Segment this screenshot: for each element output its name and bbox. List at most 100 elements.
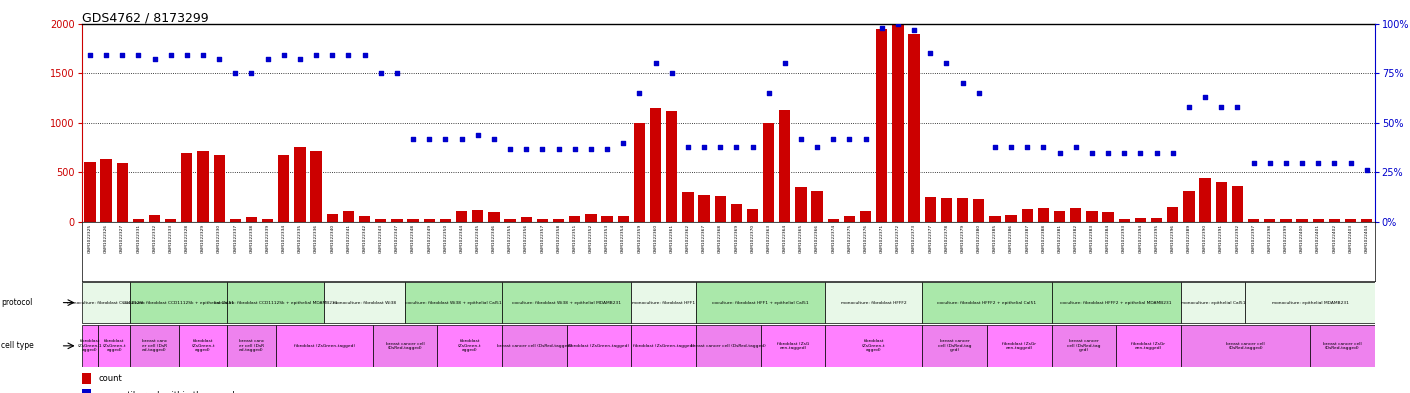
Bar — [1248, 219, 1259, 222]
Text: GSM1022389: GSM1022389 — [1187, 224, 1191, 253]
Bar — [650, 108, 661, 222]
Bar — [327, 214, 338, 222]
Text: coculture: fibroblast Wi38 + epithelial MDAMB231: coculture: fibroblast Wi38 + epithelial … — [512, 301, 622, 305]
Bar — [375, 219, 386, 222]
Text: GSM1022402: GSM1022402 — [1332, 224, 1337, 253]
Bar — [437, 325, 502, 367]
Point — [1307, 160, 1330, 166]
Text: coculture: fibroblast CCD1112Sk + epithelial Cal51: coculture: fibroblast CCD1112Sk + epithe… — [123, 301, 234, 305]
Text: GSM1022395: GSM1022395 — [1155, 224, 1159, 253]
Text: breast cancer cell
(DsRed-tagged): breast cancer cell (DsRed-tagged) — [1227, 342, 1265, 350]
Text: GSM1022342: GSM1022342 — [362, 224, 367, 253]
Bar — [405, 282, 502, 323]
Bar — [133, 219, 144, 222]
Point — [1129, 149, 1152, 156]
Text: fibroblast
(ZsGreen-t
agged): fibroblast (ZsGreen-t agged) — [103, 339, 125, 353]
Point — [369, 70, 392, 76]
Bar — [632, 325, 697, 367]
Text: cell type: cell type — [1, 342, 34, 350]
Text: GSM1022354: GSM1022354 — [622, 224, 625, 253]
Point — [1000, 143, 1022, 150]
Bar — [85, 162, 96, 222]
Point — [532, 145, 554, 152]
Text: breast canc
er cell (DsR
ed-tagged): breast canc er cell (DsR ed-tagged) — [142, 339, 168, 353]
Text: protocol: protocol — [1, 298, 32, 307]
Bar — [553, 219, 564, 222]
Text: GSM1022394: GSM1022394 — [1138, 224, 1142, 253]
Text: GSM1022396: GSM1022396 — [1170, 224, 1175, 253]
Bar — [245, 217, 257, 222]
Text: GSM1022329: GSM1022329 — [202, 224, 204, 253]
Text: GSM1022330: GSM1022330 — [217, 224, 221, 253]
Point — [240, 70, 262, 76]
Point — [1242, 160, 1265, 166]
Point — [1355, 167, 1378, 174]
Bar — [423, 219, 434, 222]
Point — [1194, 94, 1217, 100]
Text: coculture: fibroblast HFFF2 + epithelial MDAMB231: coculture: fibroblast HFFF2 + epithelial… — [1060, 301, 1172, 305]
Text: GSM1022328: GSM1022328 — [185, 224, 189, 253]
Bar — [1135, 218, 1146, 222]
Text: fibroblast (ZsGr
een-tagged): fibroblast (ZsGr een-tagged) — [1003, 342, 1036, 350]
Bar — [585, 214, 596, 222]
Text: GSM1022381: GSM1022381 — [1058, 224, 1062, 253]
Point — [774, 60, 797, 66]
Bar — [828, 219, 839, 222]
Bar — [697, 282, 825, 323]
Text: GSM1022393: GSM1022393 — [1122, 224, 1127, 253]
Text: monoculture: fibroblast HFFF2: monoculture: fibroblast HFFF2 — [840, 301, 907, 305]
Text: GSM1022382: GSM1022382 — [1074, 224, 1077, 253]
Text: GSM1022400: GSM1022400 — [1300, 224, 1304, 253]
Point — [144, 56, 166, 62]
Point — [887, 20, 909, 27]
Text: GSM1022331: GSM1022331 — [137, 224, 141, 253]
Point — [289, 56, 312, 62]
Bar — [1118, 219, 1129, 222]
Point — [838, 136, 860, 142]
Text: GSM1022349: GSM1022349 — [427, 224, 431, 253]
Bar — [100, 158, 111, 222]
Bar — [860, 211, 871, 222]
Point — [434, 136, 457, 142]
Bar — [876, 29, 887, 222]
Point — [1017, 143, 1039, 150]
Bar — [230, 219, 241, 222]
Bar — [165, 219, 176, 222]
Text: GSM1022363: GSM1022363 — [767, 224, 771, 253]
Bar — [957, 198, 969, 222]
Text: breast cancer
cell (DsRed-tag
ged): breast cancer cell (DsRed-tag ged) — [1067, 339, 1101, 353]
Text: fibroblast (ZsGreen-tagged): fibroblast (ZsGreen-tagged) — [633, 344, 694, 348]
Text: breast cancer
cell (DsRed-tag
ged): breast cancer cell (DsRed-tag ged) — [938, 339, 971, 353]
Bar — [632, 282, 697, 323]
Text: coculture: fibroblast Wi38 + epithelial Cal51: coculture: fibroblast Wi38 + epithelial … — [405, 301, 502, 305]
Point — [580, 145, 602, 152]
Text: GSM1022375: GSM1022375 — [847, 224, 852, 253]
Text: GSM1022358: GSM1022358 — [557, 224, 561, 253]
Point — [564, 145, 587, 152]
Bar — [360, 216, 371, 222]
Point — [1258, 160, 1280, 166]
Text: GSM1022390: GSM1022390 — [1203, 224, 1207, 253]
Bar — [276, 325, 372, 367]
Point — [967, 90, 990, 96]
Bar — [1167, 207, 1179, 222]
Point — [305, 52, 327, 59]
Text: GSM1022368: GSM1022368 — [718, 224, 722, 253]
Text: GSM1022372: GSM1022372 — [895, 224, 900, 253]
Point — [386, 70, 409, 76]
Text: GSM1022343: GSM1022343 — [379, 224, 382, 253]
Point — [1032, 143, 1055, 150]
Bar — [730, 204, 742, 222]
Text: GSM1022379: GSM1022379 — [960, 224, 964, 253]
Text: GSM1022387: GSM1022387 — [1025, 224, 1029, 253]
Bar — [715, 196, 726, 222]
Point — [111, 52, 134, 59]
Bar — [602, 216, 613, 222]
Text: monoculture: fibroblast HFF1: monoculture: fibroblast HFF1 — [632, 301, 695, 305]
Text: GSM1022332: GSM1022332 — [152, 224, 157, 253]
Text: breast cancer cell (DsRed-tagged): breast cancer cell (DsRed-tagged) — [496, 344, 571, 348]
Text: GSM1022392: GSM1022392 — [1235, 224, 1239, 253]
Bar — [747, 209, 759, 222]
Text: GSM1022357: GSM1022357 — [540, 224, 544, 253]
Text: fibroblast (ZsGreen-tagged): fibroblast (ZsGreen-tagged) — [568, 344, 629, 348]
